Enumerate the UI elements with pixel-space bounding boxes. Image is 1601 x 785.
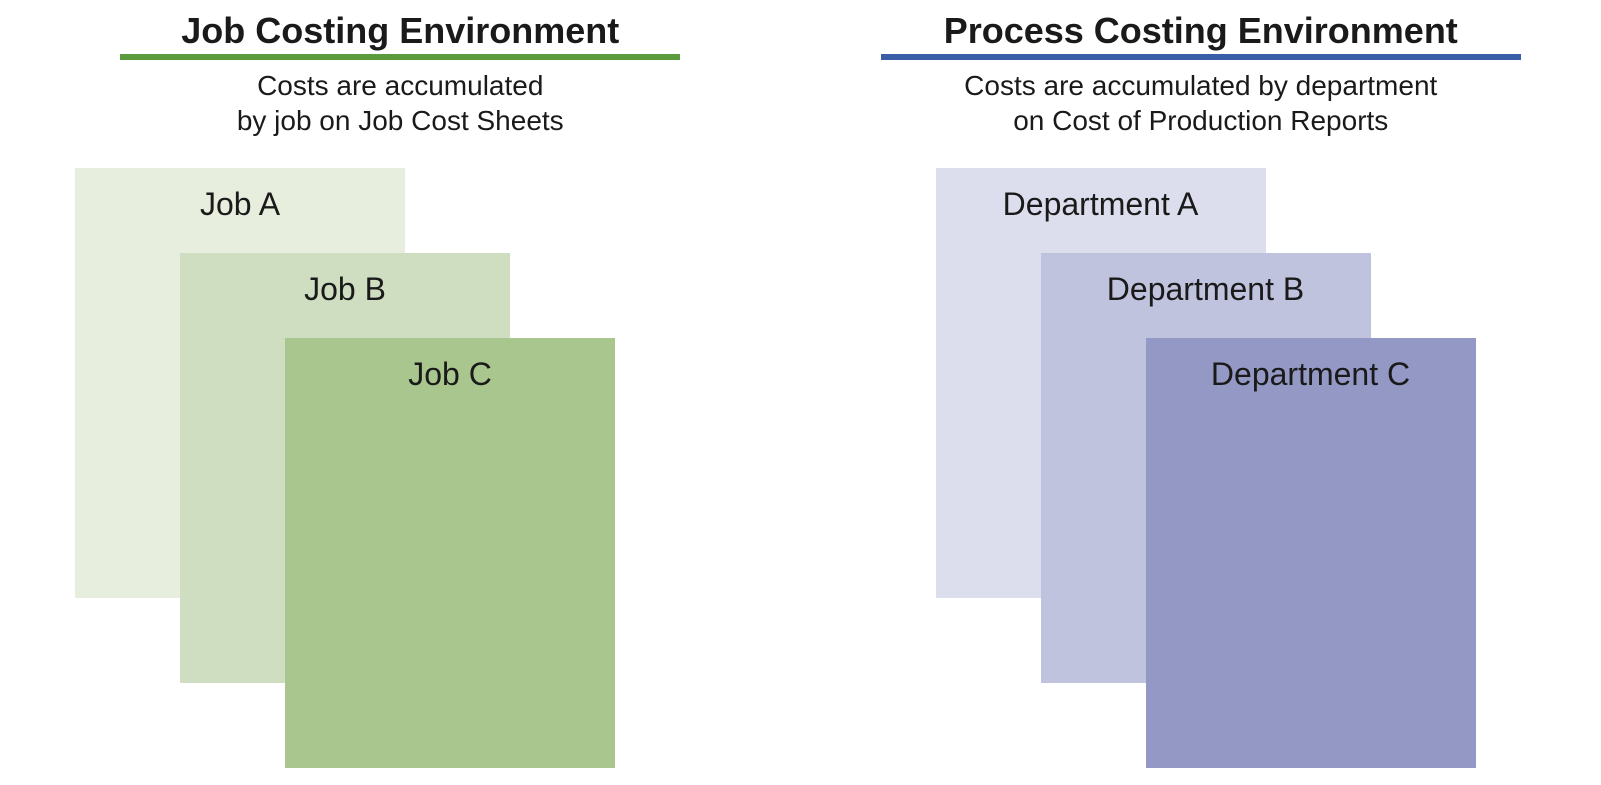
diagram-container: Job Costing Environment Costs are accumu… [0,0,1601,785]
subtitle-line: on Cost of Production Reports [1013,105,1388,136]
subtitle-line: Costs are accumulated [257,70,543,101]
subtitle-line: by job on Job Cost Sheets [237,105,564,136]
process-costing-subtitle: Costs are accumulated by department on C… [841,68,1562,138]
job-costing-subtitle: Costs are accumulated by job on Job Cost… [40,68,761,138]
job-cards-stack: Job AJob BJob C [40,168,761,728]
process-costing-underline [881,54,1521,60]
card-label: Department C [1211,356,1410,768]
job-costing-panel: Job Costing Environment Costs are accumu… [0,0,801,785]
cost-card: Department C [1146,338,1476,768]
process-costing-title: Process Costing Environment [841,10,1562,52]
department-cards-stack: Department ADepartment BDepartment C [841,168,1562,728]
subtitle-line: Costs are accumulated by department [964,70,1437,101]
process-costing-panel: Process Costing Environment Costs are ac… [801,0,1601,785]
card-label: Job C [408,356,492,768]
job-costing-underline [120,54,680,60]
cost-card: Job C [285,338,615,768]
job-costing-title: Job Costing Environment [40,10,761,52]
